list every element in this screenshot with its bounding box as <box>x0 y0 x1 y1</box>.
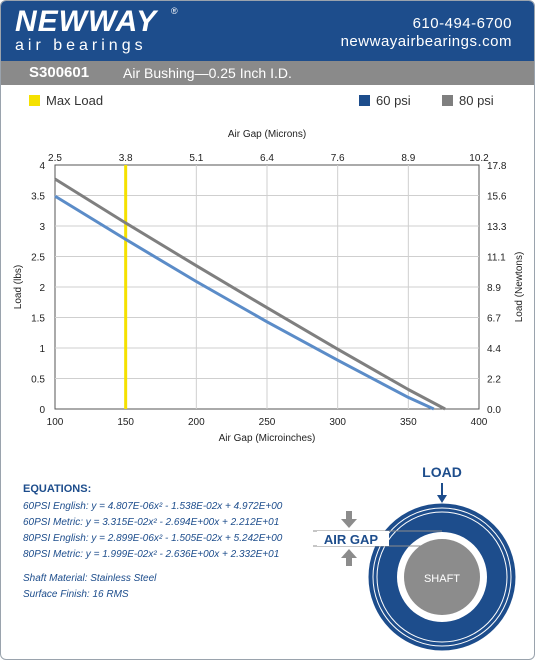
legend-60psi-label: 60 psi <box>376 93 411 108</box>
y2-tick-label: 17.8 <box>487 161 507 172</box>
equation-line: 80PSI Metric: y = 1.999E-02x² - 2.636E+0… <box>23 549 280 560</box>
series-line-80psi <box>54 177 446 411</box>
surface-finish: Surface Finish: 16 RMS <box>23 589 129 600</box>
y2-tick-label: 13.3 <box>487 222 507 233</box>
y-tick-label: 3 <box>39 222 45 233</box>
y2-tick-label: 11.1 <box>487 253 506 264</box>
shaft-label: SHAFT <box>424 573 460 585</box>
shaft-material: Shaft Material: Stainless Steel <box>23 573 157 584</box>
logo-sub-text: air bearings <box>15 37 147 54</box>
psi80-swatch <box>442 95 453 106</box>
y-tick-label: 0.5 <box>31 375 45 386</box>
x-axis-label: Air Gap (Microinches) <box>219 433 316 444</box>
psi60-swatch <box>359 95 370 106</box>
x-tick-label: 150 <box>117 417 134 428</box>
y-tick-label: 2 <box>39 283 45 294</box>
x2-tick-label: 8.9 <box>401 153 415 164</box>
y-tick-label: 3.5 <box>31 192 45 203</box>
load-chart: 100 150 200 250 300 350 400 2.5 3.8 5.1 6.4 7.6 8.9 1… <box>13 129 525 444</box>
specs-panel: Shaft Material: Stainless Steel Surface … <box>23 571 156 603</box>
product-description: Air Bushing—0.25 Inch I.D. <box>123 65 292 81</box>
phone-number: 610-494-6700 <box>412 15 512 32</box>
series-line-60psi <box>54 194 435 411</box>
x2-tick-label: 6.4 <box>260 153 274 164</box>
y2-tick-label: 2.2 <box>487 375 501 386</box>
equations-title: EQUATIONS: <box>23 483 92 495</box>
x2-tick-label: 2.5 <box>48 153 62 164</box>
max-load-swatch <box>29 95 40 106</box>
y2-tick-label: 4.4 <box>487 344 501 355</box>
y2-axis-label: Load (Newtons) <box>514 252 525 323</box>
y-tick-label: 1 <box>39 344 45 355</box>
x2-tick-label: 5.1 <box>189 153 203 164</box>
x-tick-label: 200 <box>188 417 205 428</box>
shaft <box>404 539 480 615</box>
x2-axis-label: Air Gap (Microns) <box>228 129 306 140</box>
product-code: S300601 <box>29 64 90 81</box>
legend-60psi: 60 psi <box>359 93 411 108</box>
equations-panel: EQUATIONS: 60PSI English: y = 4.807E-06x… <box>23 483 323 563</box>
header-bar: NEWWAY air bearings ® 610-494-6700 newwa… <box>1 1 534 61</box>
registered-mark: ® <box>171 6 178 16</box>
load-label: LOAD <box>422 464 462 480</box>
x-tick-label: 100 <box>47 417 64 428</box>
y2-tick-label: 6.7 <box>487 314 501 325</box>
equation-line: 60PSI Metric: y = 3.315E-02x² - 2.694E+0… <box>23 517 280 528</box>
air-gap-label: AIR GAP <box>324 532 379 547</box>
legend-max-load: Max Load <box>29 93 103 108</box>
contact-info: 610-494-6700 newwayairbearings.com <box>341 15 512 51</box>
air-gap-arrow-down-icon <box>341 511 357 528</box>
x-tick-label: 400 <box>471 417 488 428</box>
load-arrow-icon <box>437 483 447 503</box>
y2-tick-label: 8.9 <box>487 283 501 294</box>
company-logo: NEWWAY air bearings <box>15 7 157 54</box>
y-tick-label: 4 <box>39 161 45 172</box>
legend-80psi-label: 80 psi <box>459 93 494 108</box>
logo-main-text: NEWWAY <box>15 5 158 38</box>
x-tick-label: 350 <box>400 417 417 428</box>
bushing-diagram: LOAD SHAFT AIR GAP <box>313 464 516 651</box>
y2-tick-label: 15.6 <box>487 192 507 203</box>
legend-80psi: 80 psi <box>442 93 494 108</box>
equation-line: 80PSI English: y = 2.899E-06x² - 1.505E-… <box>23 533 283 544</box>
website: newwayairbearings.com <box>340 33 512 50</box>
air-gap-arrow-up-icon <box>341 549 357 566</box>
x-tick-label: 250 <box>259 417 276 428</box>
x2-tick-label: 3.8 <box>119 153 133 164</box>
x2-tick-label: 7.6 <box>331 153 345 164</box>
y-tick-label: 0 <box>39 405 45 416</box>
title-bar: S300601 Air Bushing—0.25 Inch I.D. <box>1 61 534 85</box>
x-tick-label: 300 <box>329 417 346 428</box>
x2-tick-label: 10.2 <box>469 153 489 164</box>
air-gap-label-bg <box>317 531 389 546</box>
legend-max-load-label: Max Load <box>46 93 104 108</box>
y2-tick-label: 0.0 <box>487 405 501 416</box>
y-tick-label: 1.5 <box>31 314 45 325</box>
y-axis-label: Load (lbs) <box>13 265 24 309</box>
y-tick-label: 2.5 <box>31 253 45 264</box>
equation-line: 60PSI English: y = 4.807E-06x² - 1.538E-… <box>23 501 283 512</box>
